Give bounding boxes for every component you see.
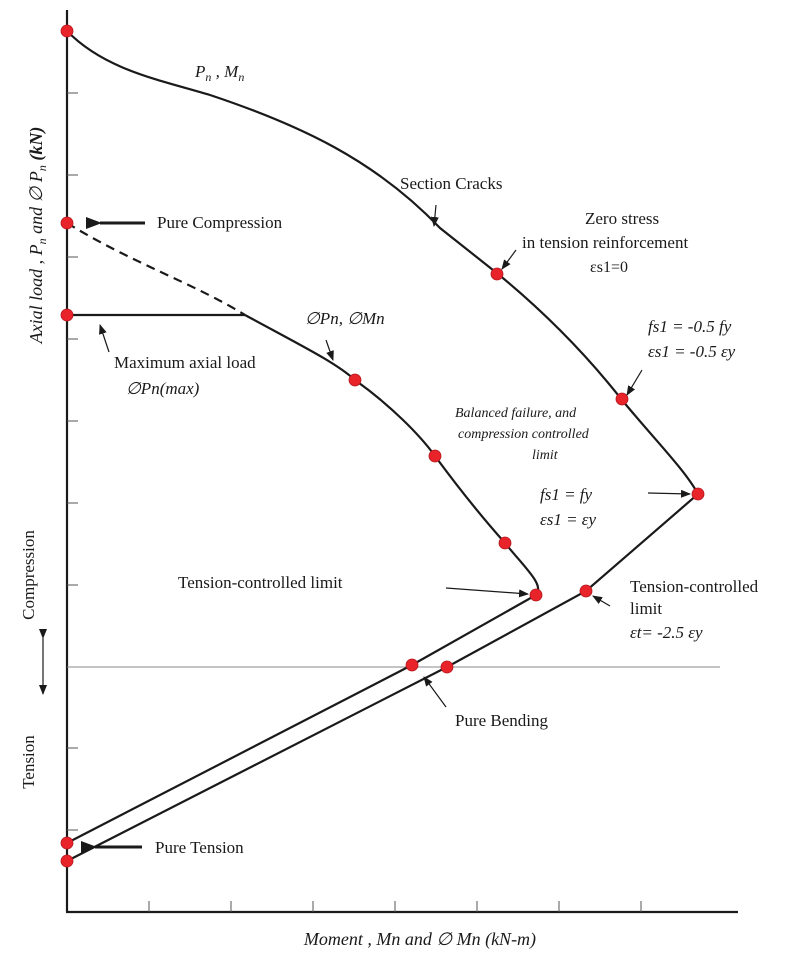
zero-stress-point: [490, 267, 504, 281]
pure-compression-label: Pure Compression: [157, 213, 283, 232]
x-ticks: [148, 901, 642, 912]
yield-label-2: εs1 = εy: [540, 510, 596, 529]
balanced-label-1: Balanced failure, and: [455, 406, 577, 421]
max-axial-design-point: [60, 308, 74, 322]
y-ticks: [67, 92, 78, 831]
pointer-arrows: [81, 204, 691, 853]
y-axis-title: Axial load , Pn and ∅ Pn (kN): [26, 127, 49, 345]
design-points: [60, 216, 543, 850]
x-axis-title: Moment , Mn and ∅ Mn (kN-m): [303, 929, 536, 950]
zero-stress-label-3: εs1=0: [590, 259, 628, 276]
compression-region-label: Compression: [19, 530, 38, 620]
max-axial-label-2: ∅Pn(max): [126, 379, 200, 398]
pure-tension-label: Pure Tension: [155, 838, 244, 857]
zero-stress-label-1: Zero stress: [585, 209, 659, 228]
pure-compression-design-point: [60, 216, 74, 230]
nominal-curve-label: Pn , Mn: [194, 62, 244, 84]
balanced-label-3: limit: [532, 448, 559, 463]
balanced-label-2: compression controlled: [458, 427, 590, 442]
design-point-3: [498, 536, 512, 550]
half-yield-point: [615, 392, 629, 406]
design-curve-label: ∅Pn, ∅Mn: [305, 309, 385, 328]
nominal-points: [60, 24, 705, 868]
tension-controlled-right-label-1: Tension-controlled: [630, 577, 759, 596]
max-axial-label-1: Maximum axial load: [114, 353, 256, 372]
pure-bending-design-point: [405, 658, 419, 672]
design-curve-dashed: [66, 222, 246, 316]
pure-tension-nominal-point: [60, 854, 74, 868]
design-point-1: [348, 373, 362, 387]
tension-controlled-right-label-2: limit: [630, 599, 662, 618]
pure-bending-label: Pure Bending: [455, 711, 549, 730]
nominal-strength-curve: [66, 30, 700, 862]
half-yield-label-1: fs1 = -0.5 fy: [648, 317, 732, 336]
tension-region-label: Tension: [19, 735, 38, 789]
zero-stress-label-2: in tension reinforcement: [522, 233, 688, 252]
tension-controlled-left-label: Tension-controlled limit: [178, 573, 343, 592]
tension-controlled-right-label-3: εt= -2.5 εy: [630, 623, 703, 642]
half-yield-label-2: εs1 = -0.5 εy: [648, 342, 736, 361]
tension-controlled-design-point: [529, 588, 543, 602]
yield-label-1: fs1 = fy: [540, 485, 593, 504]
design-point-2: [428, 449, 442, 463]
pure-compression-nominal-point: [60, 24, 74, 38]
balanced-point: [691, 487, 705, 501]
pure-tension-design-point: [60, 836, 74, 850]
section-cracks-label: Section Cracks: [400, 174, 502, 193]
pure-bending-nominal-point: [440, 660, 454, 674]
tension-controlled-nominal-point: [579, 584, 593, 598]
